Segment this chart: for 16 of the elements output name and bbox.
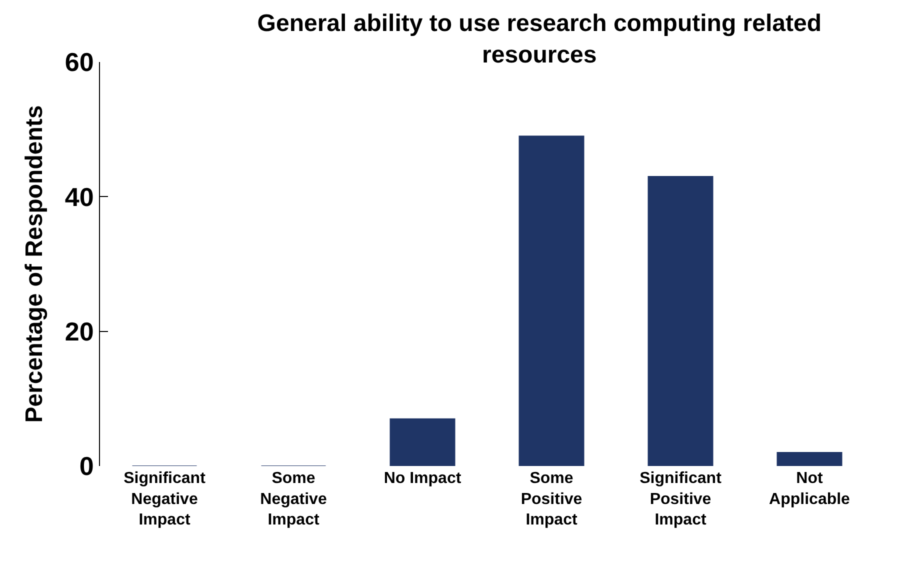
x-tick-label: No Impact xyxy=(384,470,462,487)
bar xyxy=(518,136,584,466)
bar xyxy=(390,418,456,466)
y-tick-label: 0 xyxy=(79,451,94,482)
chart-title: General ability to use research computing related resources xyxy=(257,10,822,68)
y-tick-label: 40 xyxy=(64,182,94,212)
y-axis-title: Percentage of Respondents xyxy=(20,105,48,423)
x-tick-label: Significant Negative Impact xyxy=(124,470,206,529)
x-tick-label: Some Positive Impact xyxy=(520,470,582,529)
x-tick-label: Not Applicable xyxy=(769,470,850,508)
y-tick-label: 20 xyxy=(64,316,94,346)
y-tick-label: 60 xyxy=(64,47,94,78)
x-tick-label: Significant Positive Impact xyxy=(640,470,722,529)
x-tick-label: Some Negative Impact xyxy=(260,470,327,529)
bar xyxy=(776,452,842,466)
bar xyxy=(648,176,714,466)
